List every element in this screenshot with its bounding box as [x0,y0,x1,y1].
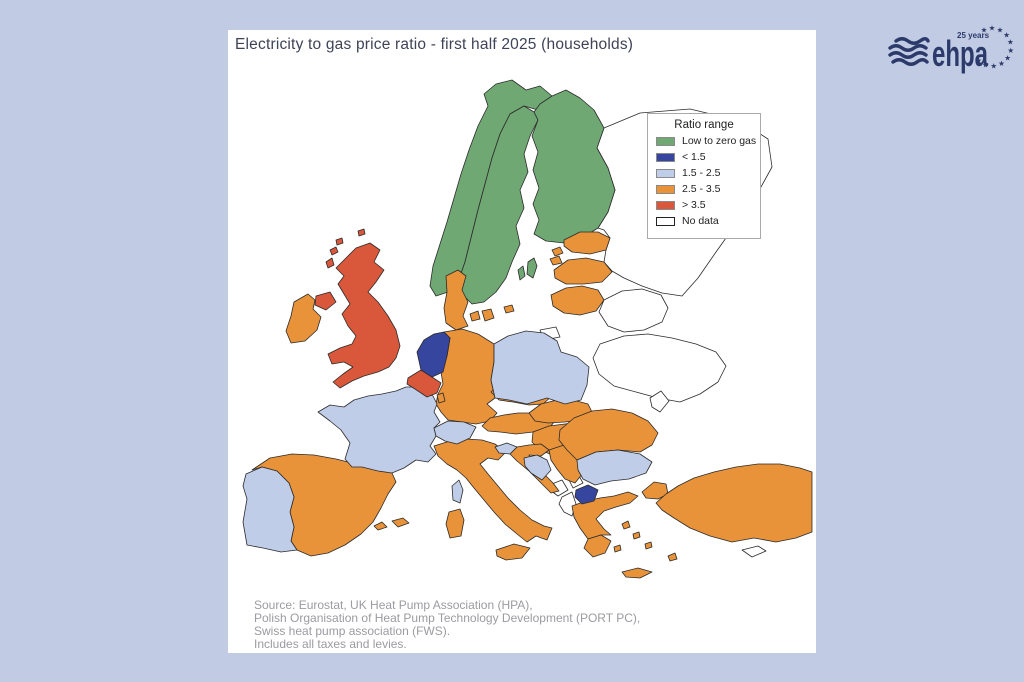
legend-label: No data [682,215,719,227]
star-icon: ★ [1007,46,1014,55]
country-bulgaria [576,449,653,486]
legend-title: Ratio range [674,119,734,131]
island-sardinia [445,508,465,539]
island-aegean-2 [632,531,641,540]
country-sweden [457,105,539,305]
country-albania [558,491,577,517]
island-ibiza [373,521,388,531]
island-aegean-3 [644,541,653,550]
legend-row: 2.5 - 3.5 [656,183,752,195]
region-northern-ireland [314,291,337,311]
legend-label: Low to zero gas [682,135,757,147]
legend-swatch [656,216,675,226]
country-portugal [242,466,298,553]
island-fyn [469,310,481,322]
island-corsica [451,479,464,504]
star-icon: ★ [981,25,988,34]
island-gotland [526,257,538,279]
island-bornholm [503,304,515,314]
star-icon: ★ [990,62,997,71]
country-luxembourg [436,392,446,404]
country-moldova [649,390,670,413]
country-ukraine [592,333,727,403]
legend-swatch [656,152,675,162]
legend-row: 1.5 - 2.5 [656,167,752,179]
legend-swatch [656,168,675,178]
island-oland [517,265,526,281]
country-bosnia [523,454,552,481]
island-aegean-4 [613,544,622,553]
country-slovenia [494,442,518,455]
legend-swatch [656,200,675,210]
country-finland [531,89,616,244]
country-poland [490,330,590,405]
legend-label: > 3.5 [682,199,706,211]
country-netherlands [416,331,451,378]
star-icon: ★ [998,59,1005,68]
legend-swatch [656,136,675,146]
star-icon: ★ [1007,38,1014,47]
ehpa-logo: ehpa 25 years ★ ★ ★★★★★★★★★ [888,24,1014,74]
legend-row: < 1.5 [656,151,752,163]
star-circle-icon: ★ ★ ★★★★★★★★★ [975,24,1014,71]
island-hebrides-1 [329,246,339,256]
island-saaremaa [551,246,564,257]
star-icon: ★ [997,25,1004,34]
peninsula-peloponnese [583,534,612,558]
legend-label: 1.5 - 2.5 [682,167,721,179]
island-hiiumaa [549,255,563,266]
island-zealand [481,308,495,322]
country-united-kingdom [327,242,401,389]
island-hebrides-2 [335,237,344,246]
legend: Ratio range Low to zero gas < 1.5 1.5 - 2.… [647,113,761,239]
country-turkey [655,463,813,543]
star-icon: ★ [975,56,982,65]
source-line: Source: Eurostat, UK Heat Pump Associati… [254,598,533,612]
country-romania [558,408,659,461]
logo-anniversary-text: 25 years [957,31,990,40]
island-aegean-1 [621,520,631,530]
legend-row: > 3.5 [656,199,752,211]
island-crete [621,567,653,579]
country-france [317,386,441,474]
island-hebrides-3 [325,257,335,269]
star-icon: ★ [1004,54,1011,63]
country-cyprus [741,545,767,558]
island-mallorca [391,517,410,528]
country-ireland [285,293,322,344]
country-lithuania [550,285,605,316]
country-estonia [563,231,611,255]
star-icon: ★ [982,61,989,70]
country-switzerland [433,420,477,445]
legend-rows: Low to zero gas < 1.5 1.5 - 2.5 2.5 - 3.5 > … [656,135,756,227]
star-icon: ★ [1003,30,1010,39]
source-line: Includes all taxes and levies. [254,637,407,651]
star-icon: ★ [989,24,996,33]
chart-panel: Electricity to gas price ratio - first h… [228,30,816,653]
europe-choropleth-map [242,79,813,579]
legend-swatch [656,184,675,194]
country-denmark [443,269,469,331]
legend-row: No data [656,215,752,227]
legend-label: < 1.5 [682,151,706,163]
country-greece [571,491,639,540]
country-latvia [553,257,613,285]
source-note: Source: Eurostat, UK Heat Pump Associati… [254,599,640,651]
source-line: Polish Organisation of Heat Pump Technol… [254,611,641,625]
source-line: Swiss heat pump association (FWS). [254,624,451,638]
chart-title: Electricity to gas price ratio - first h… [235,36,634,53]
legend-label: 2.5 - 3.5 [682,183,721,195]
legend-row: Low to zero gas [656,135,756,147]
country-belarus [598,288,669,333]
country-north-macedonia [574,484,599,505]
island-rhodes [667,552,678,562]
island-sicily [495,543,531,561]
wave-icon [888,37,930,66]
logo-brand-text: ehpa [932,33,989,74]
island-shetland [357,228,366,237]
